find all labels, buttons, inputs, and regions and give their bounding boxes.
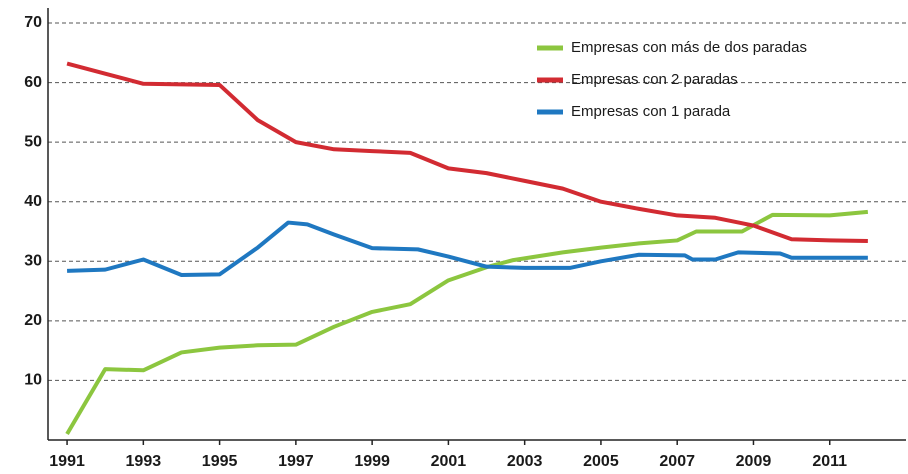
series-line <box>65 209 869 436</box>
x-tick-label: 2003 <box>507 453 543 470</box>
legend-label: Empresas con 2 paradas <box>571 71 738 88</box>
y-tick-label: 20 <box>24 312 42 329</box>
series-line <box>67 220 868 277</box>
x-tick-label: 2005 <box>583 453 619 470</box>
x-tick-label: 1999 <box>354 453 390 470</box>
series-line <box>66 61 868 244</box>
x-tick-label: 2011 <box>812 453 847 470</box>
legend-label: Empresas con 1 parada <box>571 103 731 120</box>
x-tick-label: 1997 <box>278 453 314 470</box>
x-tick-label: 2009 <box>736 453 772 470</box>
x-tick-label: 2007 <box>659 453 695 470</box>
x-tick-label: 1993 <box>126 453 162 470</box>
y-tick-label: 50 <box>24 133 42 150</box>
legend-label: Empresas con más de dos paradas <box>571 39 807 56</box>
x-tick-label: 2001 <box>431 453 467 470</box>
x-tick-label: 1995 <box>202 453 238 470</box>
y-tick-label: 40 <box>24 193 42 210</box>
y-tick-label: 70 <box>24 14 42 31</box>
y-tick-label: 10 <box>24 372 42 389</box>
y-tick-label: 60 <box>24 74 42 91</box>
x-tick-label: 1991 <box>49 453 85 470</box>
y-tick-label: 30 <box>24 253 42 270</box>
